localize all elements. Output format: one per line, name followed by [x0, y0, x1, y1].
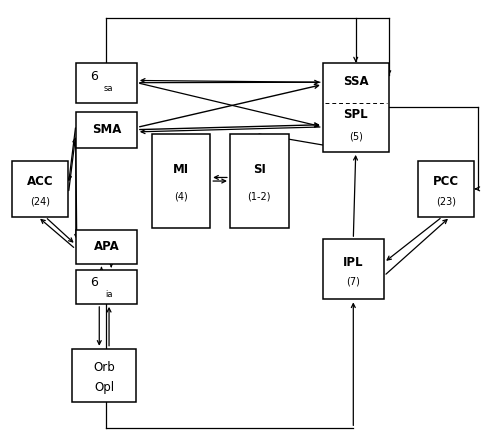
Bar: [417, 161, 473, 217]
Bar: [322, 63, 388, 152]
Text: IPL: IPL: [343, 256, 363, 269]
Text: SSA: SSA: [342, 75, 368, 88]
Text: SPL: SPL: [343, 108, 367, 121]
Bar: [229, 134, 288, 228]
Text: (23): (23): [435, 197, 455, 207]
Text: (1-2): (1-2): [247, 191, 270, 201]
Bar: [76, 112, 137, 148]
Text: APA: APA: [93, 240, 119, 253]
Text: sa: sa: [104, 84, 113, 93]
Text: MI: MI: [173, 163, 188, 176]
Text: (24): (24): [30, 197, 50, 207]
Text: SI: SI: [252, 163, 265, 176]
Bar: [322, 239, 383, 299]
Text: (4): (4): [174, 191, 187, 201]
Text: (7): (7): [346, 276, 360, 287]
Bar: [76, 230, 137, 264]
Text: Opl: Opl: [94, 381, 114, 394]
Text: ia: ia: [105, 290, 112, 299]
Text: Orb: Orb: [93, 361, 115, 374]
Text: SMA: SMA: [91, 123, 121, 136]
Bar: [12, 161, 68, 217]
Bar: [76, 63, 137, 103]
Bar: [151, 134, 210, 228]
Text: (5): (5): [348, 131, 362, 141]
Text: PCC: PCC: [432, 174, 458, 188]
Bar: [72, 349, 136, 402]
Text: ACC: ACC: [27, 174, 54, 188]
Bar: [76, 270, 137, 304]
Text: 6: 6: [90, 70, 98, 83]
Text: 6: 6: [90, 276, 98, 289]
